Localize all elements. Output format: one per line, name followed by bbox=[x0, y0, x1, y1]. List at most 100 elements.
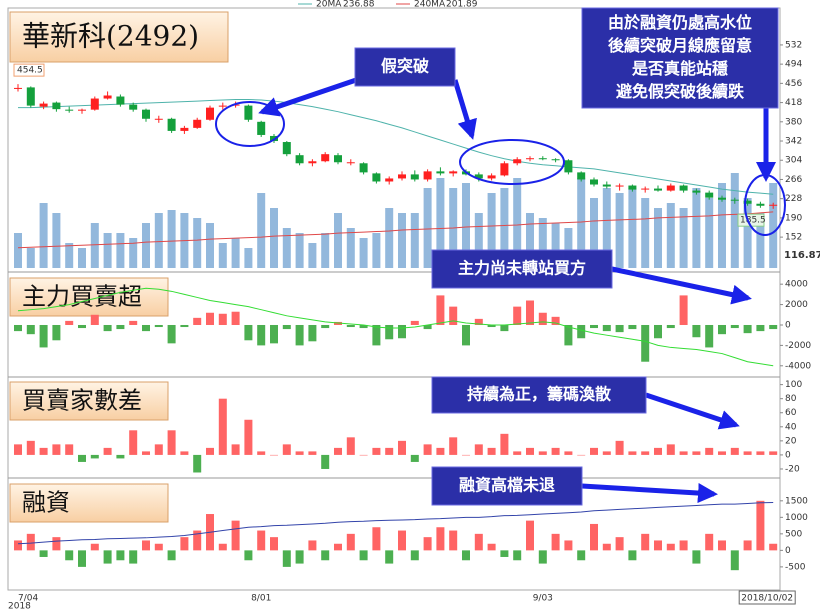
panel-bar bbox=[129, 550, 138, 564]
panel-bar bbox=[14, 444, 22, 455]
panel-bar bbox=[462, 550, 470, 561]
candle-body bbox=[487, 175, 496, 179]
candle-body bbox=[577, 172, 586, 180]
panel-title: 買賣家數差 bbox=[22, 387, 142, 415]
volume-bar bbox=[705, 198, 714, 268]
panel-bar bbox=[398, 530, 406, 551]
panel-bar bbox=[410, 454, 419, 462]
candle-body bbox=[423, 171, 432, 180]
candle-body bbox=[39, 103, 48, 107]
volume-bar bbox=[577, 178, 586, 268]
x-tick-label: 8/01 bbox=[251, 594, 271, 604]
legend-label: 240MA bbox=[414, 0, 446, 10]
panel-bar bbox=[39, 550, 48, 557]
panel-bar bbox=[116, 550, 125, 561]
volume-bar bbox=[90, 223, 99, 268]
panel-bar bbox=[372, 324, 381, 346]
candle-body bbox=[513, 159, 522, 164]
annotation-box bbox=[354, 47, 456, 87]
candle-body bbox=[666, 185, 675, 191]
panel-bar bbox=[590, 523, 598, 551]
annotation-arrow bbox=[452, 79, 477, 140]
panel-bar bbox=[282, 444, 291, 455]
chart-title: 華新科(2492) bbox=[22, 20, 199, 53]
panel-bar bbox=[39, 447, 48, 455]
panel-bar bbox=[641, 324, 650, 362]
panel-bar bbox=[244, 550, 253, 561]
candle-body bbox=[334, 155, 342, 163]
candle-body bbox=[615, 185, 624, 187]
panel-bar bbox=[270, 537, 278, 551]
panel-bar bbox=[423, 444, 432, 455]
panel-bar bbox=[193, 317, 202, 325]
candle-body bbox=[167, 118, 176, 131]
panel-bar bbox=[513, 451, 522, 455]
y-tick-label: 418 bbox=[785, 98, 802, 108]
candle-body bbox=[654, 188, 662, 191]
panel-bar bbox=[423, 537, 432, 551]
panel-bar bbox=[180, 324, 189, 328]
panel-bar bbox=[78, 324, 86, 329]
volume-bar bbox=[436, 178, 445, 268]
volume-bar bbox=[500, 188, 509, 268]
panel-bar bbox=[602, 543, 611, 551]
panel-bar bbox=[321, 550, 330, 561]
annotation-box bbox=[581, 7, 779, 109]
annotation-text: 是否真能站穩 bbox=[631, 59, 728, 78]
panel-bar bbox=[218, 313, 227, 325]
panel-bar bbox=[513, 550, 522, 561]
panel-bar bbox=[436, 527, 445, 551]
candle-body bbox=[602, 184, 611, 187]
panel-bar bbox=[65, 444, 74, 455]
y-tick-label: 532 bbox=[785, 40, 802, 50]
candle-body bbox=[180, 127, 189, 131]
panel-title-box bbox=[9, 483, 169, 523]
candle-body bbox=[359, 163, 368, 173]
y-tick-label: 60 bbox=[785, 408, 797, 418]
y-tick-label: 0 bbox=[785, 546, 791, 556]
volume-bar bbox=[321, 233, 330, 268]
panel-bar bbox=[167, 324, 176, 344]
candle-body bbox=[218, 105, 227, 107]
volume-bar bbox=[410, 213, 419, 268]
candle-body bbox=[65, 109, 74, 111]
candle-body bbox=[372, 173, 381, 182]
y-tick-label: 1500 bbox=[785, 496, 808, 506]
candle-body bbox=[257, 121, 266, 135]
panel-bar bbox=[180, 537, 189, 551]
panel-bar bbox=[679, 451, 688, 455]
y-tick-label: 266 bbox=[785, 175, 802, 185]
ma240-line bbox=[17, 211, 774, 249]
panel-bar bbox=[500, 433, 509, 455]
panel-bar bbox=[436, 447, 445, 455]
panel-bar bbox=[500, 324, 509, 332]
panel-bar bbox=[231, 311, 240, 325]
panel-bar bbox=[154, 444, 163, 455]
volume-bar bbox=[423, 188, 432, 268]
panel-bar bbox=[487, 324, 496, 328]
candle-body bbox=[730, 199, 739, 201]
volume-bar bbox=[346, 228, 355, 268]
panel-bar bbox=[321, 454, 330, 469]
panel-bar bbox=[26, 440, 35, 455]
y-tick-label: 342 bbox=[785, 137, 802, 147]
candle-body bbox=[385, 178, 394, 182]
candle-body bbox=[308, 161, 317, 164]
panel-bar bbox=[679, 295, 688, 325]
panel-bar bbox=[730, 447, 739, 455]
panel-bar bbox=[193, 530, 202, 551]
volume-bar bbox=[615, 193, 624, 268]
candle-body bbox=[718, 197, 726, 200]
panel-bar bbox=[334, 447, 342, 455]
panel-bar bbox=[654, 324, 662, 339]
panel-bar bbox=[718, 324, 726, 335]
panel-bar bbox=[385, 324, 394, 340]
candle-body bbox=[705, 192, 714, 198]
panel-bar bbox=[449, 530, 458, 551]
candle-body bbox=[142, 109, 150, 119]
panel-bar bbox=[206, 312, 214, 325]
candle-body bbox=[90, 98, 99, 110]
y-tick-label: 100 bbox=[785, 380, 802, 390]
volume-bar bbox=[78, 248, 86, 268]
panel-bar bbox=[705, 324, 714, 348]
